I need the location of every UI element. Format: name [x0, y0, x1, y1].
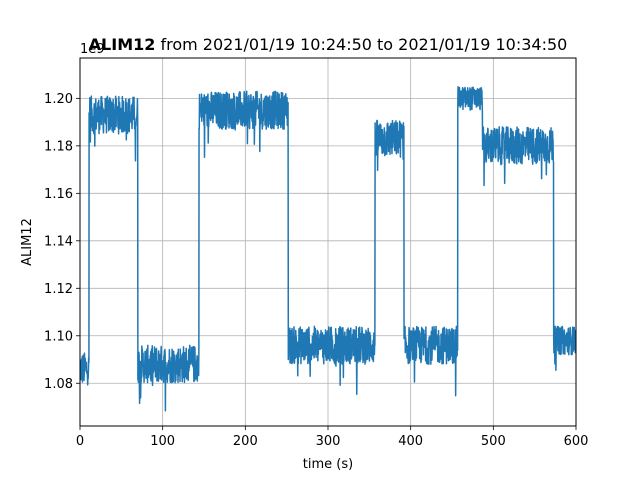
x-tick-label: 600 — [564, 434, 589, 449]
x-tick-label: 300 — [316, 434, 341, 449]
x-tick-label: 200 — [233, 434, 258, 449]
y-tick-label: 1.20 — [44, 92, 73, 107]
y-tick-label: 1.12 — [44, 282, 73, 297]
chart-title-range: from 2021/01/19 10:24:50 to 2021/01/19 1… — [155, 35, 567, 54]
y-axis-ticks: 1.08 1.10 1.12 1.14 1.16 1.18 1.20 — [44, 92, 80, 392]
y-tick-label: 1.18 — [44, 139, 73, 154]
x-axis-ticks: 0 100 200 300 400 500 600 — [76, 426, 589, 449]
chart-title-name: ALIM12 — [89, 35, 156, 54]
y-axis-offset-label: 1e9 — [80, 42, 105, 57]
y-axis-label: ALIM12 — [20, 218, 35, 266]
data-area — [80, 86, 576, 412]
y-tick-label: 1.16 — [44, 187, 73, 202]
y-tick-label: 1.10 — [44, 329, 73, 344]
x-tick-label: 400 — [398, 434, 423, 449]
series-line — [80, 86, 576, 412]
x-tick-label: 0 — [76, 434, 84, 449]
x-axis-label: time (s) — [303, 457, 353, 472]
y-tick-label: 1.14 — [44, 234, 73, 249]
x-tick-label: 100 — [150, 434, 175, 449]
y-tick-label: 1.08 — [44, 377, 73, 392]
chart-title: ALIM12 from 2021/01/19 10:24:50 to 2021/… — [89, 35, 568, 54]
x-tick-label: 500 — [481, 434, 506, 449]
